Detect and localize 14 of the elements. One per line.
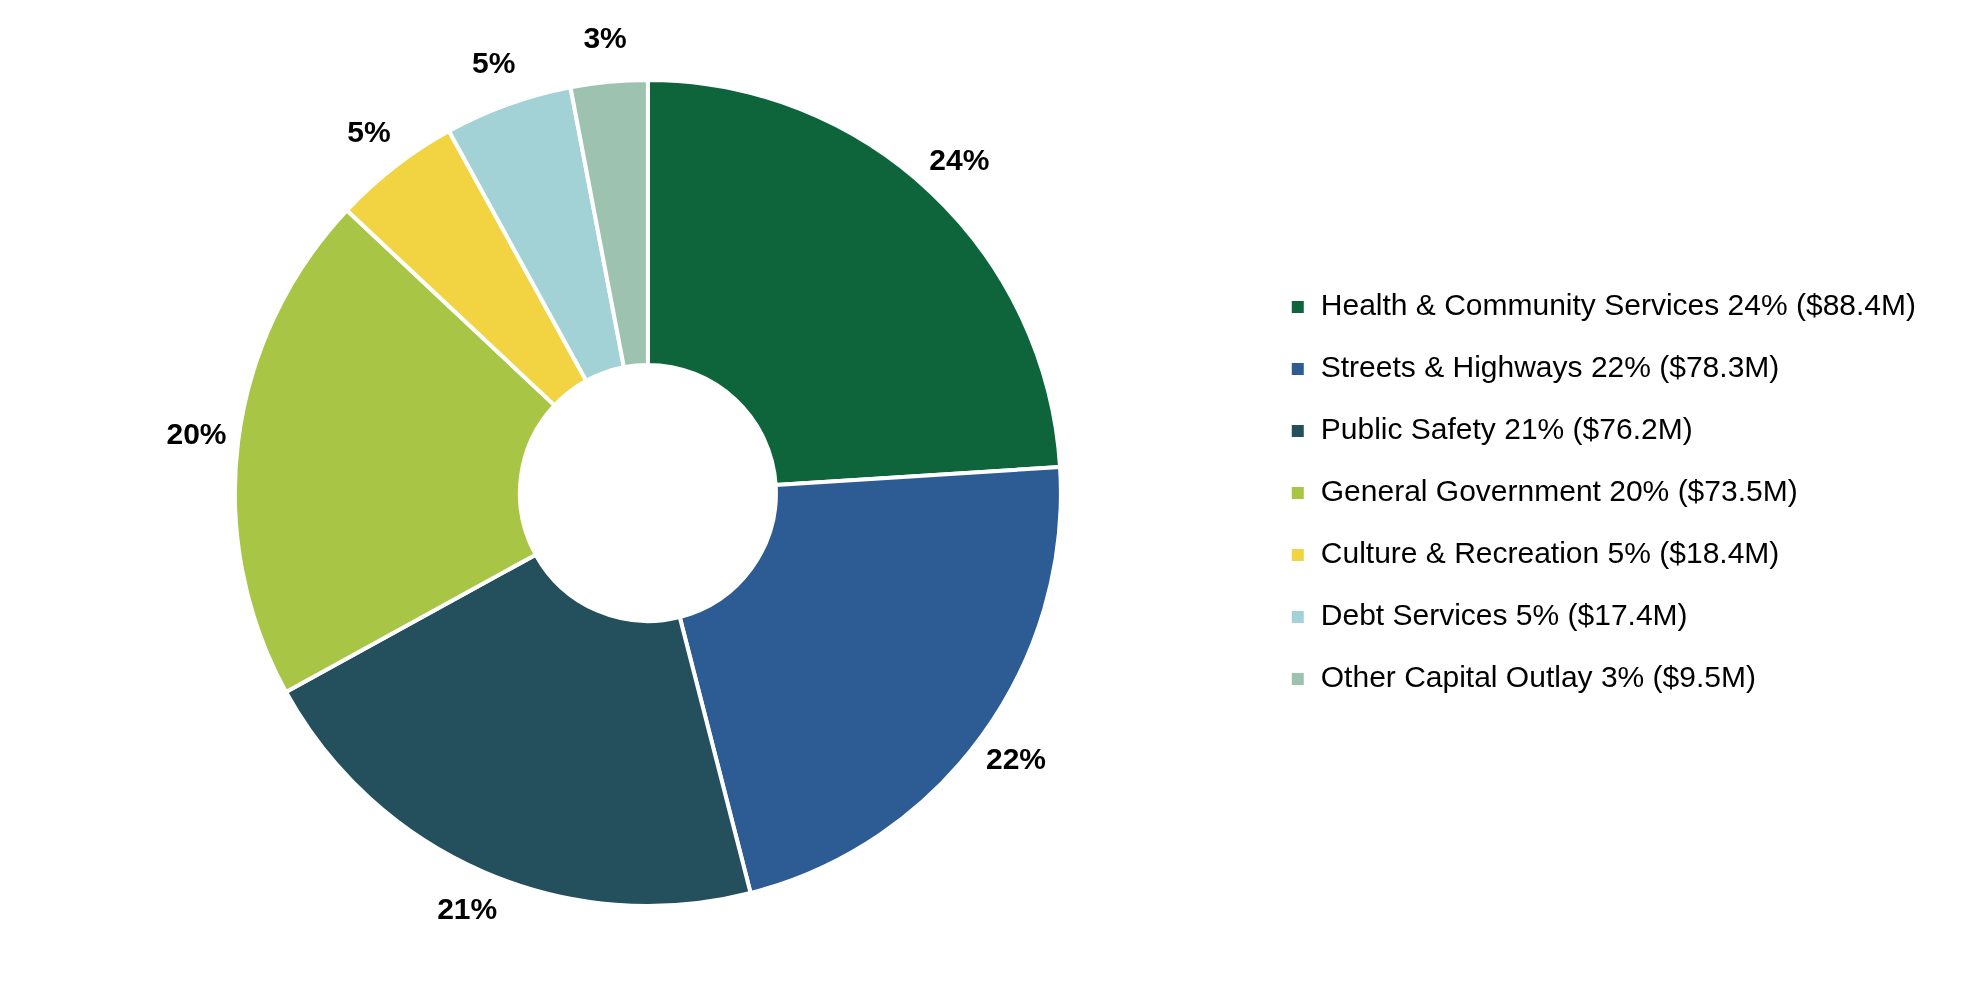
legend-label: Culture & Recreation 5% ($18.4M)	[1320, 536, 1780, 570]
data-label: 5%	[472, 46, 516, 80]
data-label: 24%	[929, 142, 990, 176]
data-label: 3%	[583, 21, 627, 55]
legend-label: Public Safety 21% ($76.2M)	[1320, 412, 1693, 446]
legend-label: Health & Community Services 24% ($88.4M)	[1320, 288, 1917, 322]
legend-label: Other Capital Outlay 3% ($9.5M)	[1320, 660, 1756, 694]
legend-label: General Government 20% ($73.5M)	[1320, 474, 1798, 508]
data-label: 20%	[166, 417, 227, 451]
data-label: 22%	[985, 741, 1047, 775]
legend-label: Debt Services 5% ($17.4M)	[1320, 598, 1688, 632]
data-label: 5%	[347, 114, 391, 148]
legend-label: Streets & Highways 22% ($78.3M)	[1320, 350, 1780, 384]
data-label: 21%	[437, 891, 498, 925]
